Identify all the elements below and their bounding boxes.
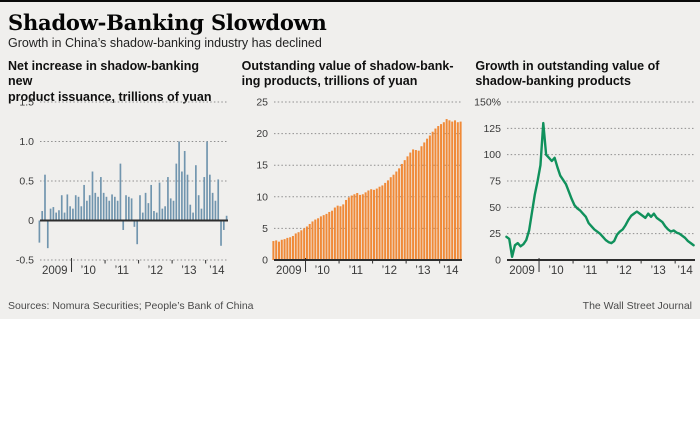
- panel-heading-net-increase: Net increase in shadow-banking new produ…: [8, 59, 212, 104]
- svg-text:25: 25: [490, 228, 502, 240]
- svg-text:1.0: 1.0: [19, 136, 34, 148]
- svg-text:25: 25: [256, 97, 268, 109]
- chart-footer: Sources: Nomura Securities; People’s Ban…: [8, 300, 692, 312]
- panel-heading-growth: Growth in outstanding value of shadow-ba…: [475, 59, 660, 89]
- svg-text:’12: ’12: [148, 265, 163, 277]
- page-title: Shadow-Banking Slowdown: [8, 10, 327, 35]
- svg-text:125: 125: [484, 123, 502, 135]
- svg-text:75: 75: [490, 176, 502, 188]
- outstanding-value-bar-chart: 25 20 15 10 5 0 2009 ’10 ’11 ’12 ’13 ’14: [256, 97, 462, 277]
- svg-text:2009: 2009: [510, 265, 536, 277]
- growth-line-chart: 150% 125 100 75 50 25 0 2009 ’10 ’11 ’12 ’13 ’14: [474, 97, 696, 277]
- panel-growth: Growth in outstanding value of shadow-ba…: [474, 59, 696, 284]
- svg-text:0: 0: [28, 215, 34, 227]
- svg-text:5: 5: [262, 223, 268, 235]
- svg-text:15: 15: [256, 160, 268, 172]
- chart-board: Shadow-Banking Slowdown Growth in China’…: [0, 0, 700, 319]
- svg-text:’10: ’10: [314, 265, 329, 277]
- svg-text:’10: ’10: [549, 265, 564, 277]
- svg-text:10: 10: [256, 191, 268, 203]
- svg-text:’13: ’13: [181, 265, 196, 277]
- svg-text:’13: ’13: [415, 265, 430, 277]
- svg-text:’14: ’14: [209, 265, 225, 277]
- svg-text:’11: ’11: [115, 265, 130, 277]
- svg-text:’11: ’11: [348, 265, 363, 277]
- svg-text:-0.5: -0.5: [16, 255, 34, 267]
- svg-text:100: 100: [484, 149, 502, 161]
- svg-text:0: 0: [496, 255, 502, 267]
- svg-text:’14: ’14: [678, 265, 694, 277]
- svg-text:0: 0: [262, 255, 268, 267]
- svg-text:’10: ’10: [81, 265, 96, 277]
- svg-text:2009: 2009: [276, 265, 302, 277]
- svg-text:’11: ’11: [583, 265, 598, 277]
- panel-outstanding-value: Outstanding value of shadow-bank- ing pr…: [241, 59, 462, 284]
- svg-text:’13: ’13: [651, 265, 666, 277]
- sources-note: Sources: Nomura Securities; People’s Ban…: [8, 300, 254, 312]
- wsj-credit: The Wall Street Journal: [582, 300, 692, 312]
- svg-text:’12: ’12: [617, 265, 632, 277]
- panel-heading-outstanding-value: Outstanding value of shadow-bank- ing pr…: [241, 59, 454, 89]
- svg-text:’14: ’14: [443, 265, 459, 277]
- svg-text:’12: ’12: [381, 265, 396, 277]
- svg-text:50: 50: [490, 202, 502, 214]
- panel-net-increase: Net increase in shadow-banking new produ…: [8, 59, 228, 284]
- svg-text:150%: 150%: [474, 97, 501, 109]
- svg-text:0.5: 0.5: [19, 176, 34, 188]
- svg-text:1.5: 1.5: [19, 97, 34, 109]
- svg-text:2009: 2009: [42, 265, 68, 277]
- chart-panels: Net increase in shadow-banking new produ…: [0, 50, 700, 284]
- page-subtitle: Growth in China’s shadow-banking industr…: [8, 36, 322, 50]
- svg-text:20: 20: [256, 128, 268, 140]
- net-increase-bar-chart: 1.5 1.0 0.5 0 -0.5 2009 ’10 ’11 ’12 ’13 ’14: [16, 97, 228, 277]
